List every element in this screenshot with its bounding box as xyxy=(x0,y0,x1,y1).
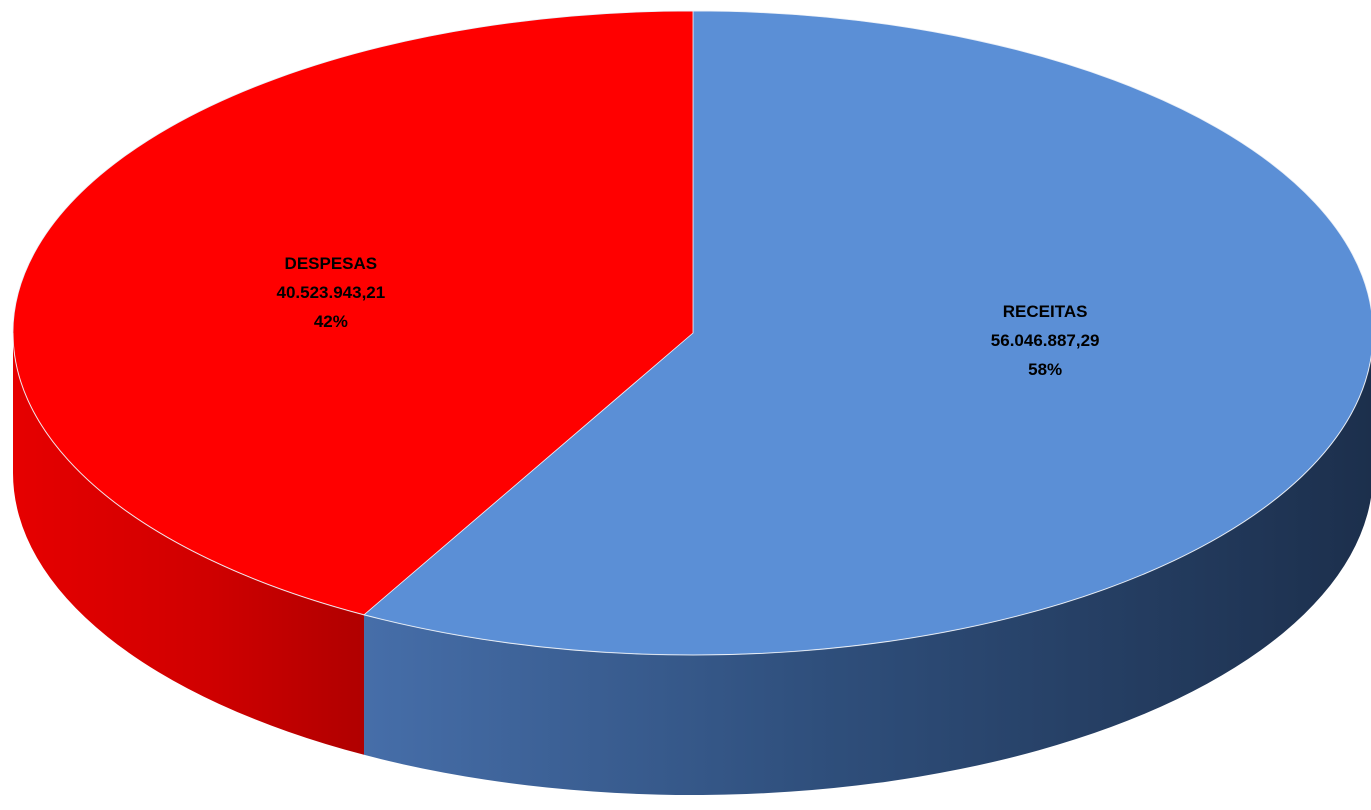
pie-labels: RECEITAS 56.046.887,29 58% DESPESAS 40.523.9… xyxy=(276,254,1099,379)
pie-label-receitas-percent: 58% xyxy=(1028,360,1062,379)
pie-label-despesas-value: 40.523.943,21 xyxy=(276,283,385,302)
pie-slice-despesas xyxy=(12,10,694,616)
pie-label-despesas-category: DESPESAS xyxy=(285,254,378,273)
pie-slice-receitas xyxy=(363,10,1371,656)
pie-sides xyxy=(13,333,1371,795)
pie-side-despesas xyxy=(13,333,365,755)
pie-rim-edge xyxy=(12,332,1371,656)
pie-tops xyxy=(12,10,1371,656)
pie-label-receitas-category: RECEITAS xyxy=(1003,302,1088,321)
pie-label-receitas-value: 56.046.887,29 xyxy=(991,331,1100,350)
pie-label-despesas-percent: 42% xyxy=(314,312,348,331)
pie-side-receitas xyxy=(364,357,1371,795)
